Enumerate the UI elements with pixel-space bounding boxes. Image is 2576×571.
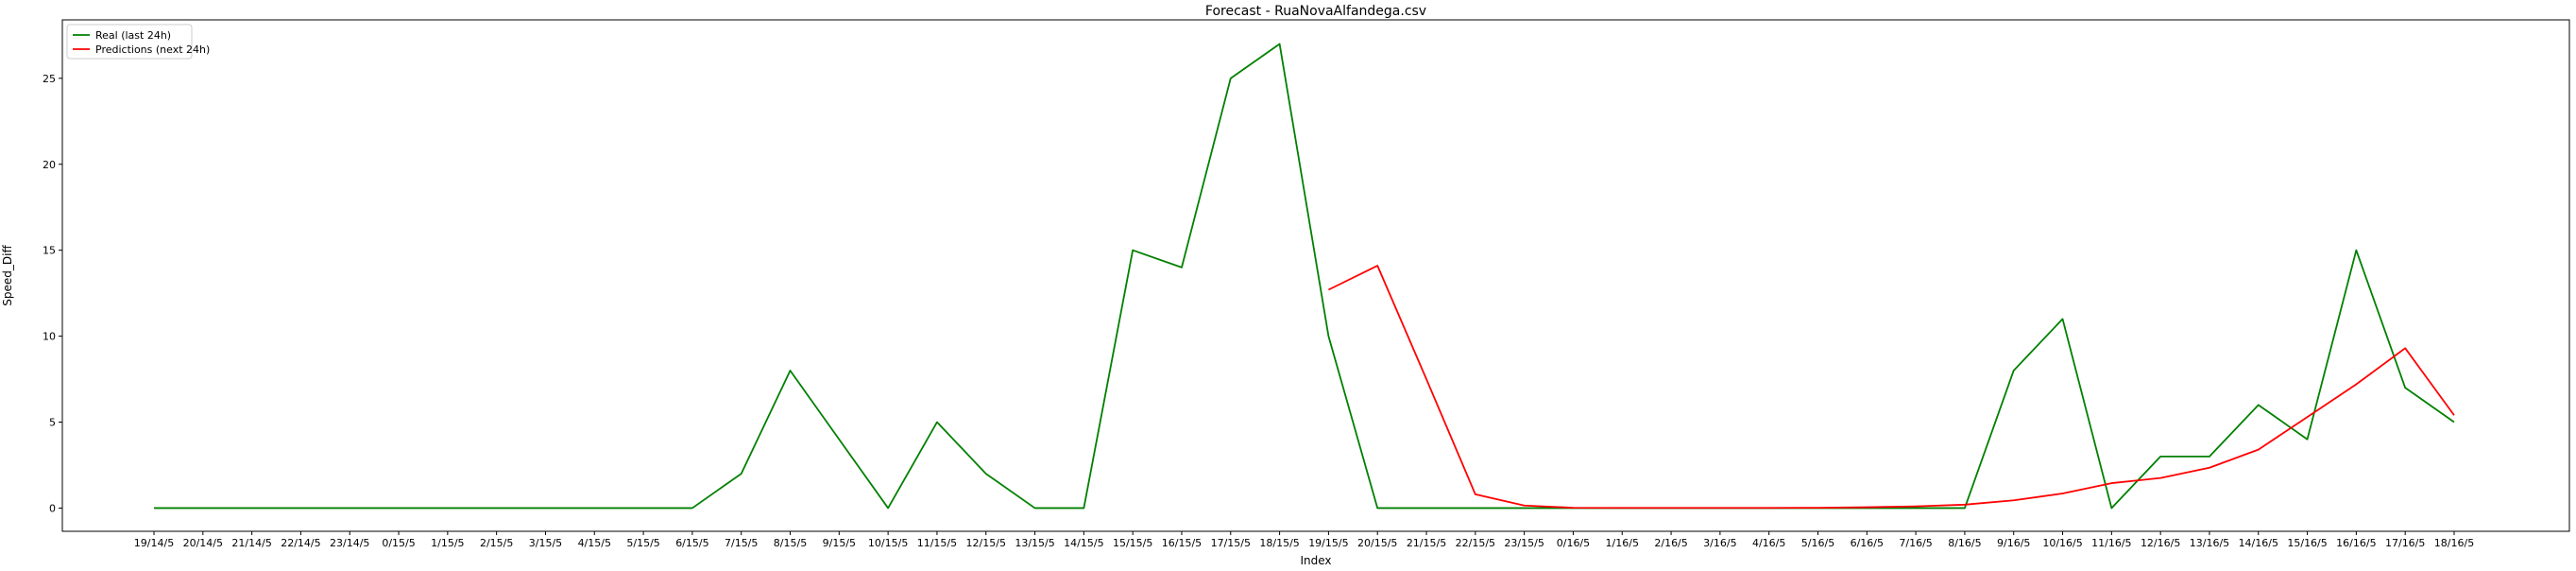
x-tick-label: 10/16/5 <box>2042 537 2082 549</box>
x-tick-label: 2/15/5 <box>480 537 513 549</box>
chart-title: Forecast - RuaNovaAlfandega.csv <box>1205 4 1426 19</box>
x-tick-label: 4/16/5 <box>1752 537 1785 549</box>
x-tick-label: 2/16/5 <box>1654 537 1687 549</box>
x-tick-label: 15/16/5 <box>2287 537 2327 549</box>
x-tick-label: 8/16/5 <box>1948 537 1981 549</box>
y-tick-label: 25 <box>43 73 56 85</box>
x-tick-label: 19/15/5 <box>1308 537 1348 549</box>
x-tick-label: 23/15/5 <box>1504 537 1544 549</box>
x-tick-label: 6/16/5 <box>1851 537 1884 549</box>
x-tick-label: 14/15/5 <box>1064 537 1103 549</box>
x-tick-label: 22/15/5 <box>1456 537 1495 549</box>
x-tick-label: 9/15/5 <box>823 537 856 549</box>
plot-frame <box>61 19 2570 532</box>
x-tick-label: 19/14/5 <box>134 537 174 549</box>
x-tick-label: 3/16/5 <box>1703 537 1736 549</box>
x-tick-label: 22/14/5 <box>281 537 320 549</box>
x-tick-label: 17/15/5 <box>1211 537 1251 549</box>
x-tick-label: 7/15/5 <box>725 537 758 549</box>
x-tick-label: 17/16/5 <box>2385 537 2425 549</box>
x-tick-label: 11/16/5 <box>2091 537 2131 549</box>
y-tick-label: 15 <box>43 245 56 257</box>
legend-entry: Real (last 24h) <box>95 29 171 42</box>
x-tick-label: 12/15/5 <box>966 537 1006 549</box>
legend-box <box>66 24 193 60</box>
x-tick-label: 13/16/5 <box>2190 537 2229 549</box>
series-line-1 <box>1328 265 2455 510</box>
x-tick-label: 5/15/5 <box>626 537 659 549</box>
x-tick-label: 7/16/5 <box>1899 537 1932 549</box>
series-line-0 <box>154 43 2455 510</box>
x-tick-label: 21/14/5 <box>231 537 271 549</box>
y-tick-label: 10 <box>43 331 56 343</box>
x-tick-label: 9/16/5 <box>1997 537 2030 549</box>
y-axis-label: Speed_Diff <box>1 245 14 306</box>
x-tick-label: 23/14/5 <box>330 537 369 549</box>
x-tick-label: 11/15/5 <box>917 537 957 549</box>
x-axis-label: Index <box>1300 554 1331 567</box>
y-tick-label: 0 <box>49 502 56 514</box>
x-tick-label: 20/15/5 <box>1357 537 1397 549</box>
x-tick-label: 15/15/5 <box>1113 537 1152 549</box>
x-tick-label: 0/16/5 <box>1557 537 1590 549</box>
legend: Real (last 24h)Predictions (next 24h) <box>66 24 210 60</box>
x-tick-label: 1/16/5 <box>1606 537 1639 549</box>
x-tick-label: 6/15/5 <box>675 537 708 549</box>
x-tick-label: 0/15/5 <box>382 537 415 549</box>
x-tick-label: 10/15/5 <box>868 537 908 549</box>
x-tick-label: 14/16/5 <box>2239 537 2278 549</box>
x-tick-label: 13/15/5 <box>1015 537 1054 549</box>
x-axis: 19/14/5 20/14/5 21/14/5 22/14/5 23/14/5 0/15/… <box>134 531 2474 549</box>
x-tick-label: 18/16/5 <box>2434 537 2474 549</box>
x-tick-label: 4/15/5 <box>578 537 611 549</box>
x-tick-label: 16/15/5 <box>1162 537 1202 549</box>
y-tick-label: 20 <box>43 159 56 171</box>
x-tick-label: 16/16/5 <box>2336 537 2376 549</box>
x-tick-label: 21/15/5 <box>1407 537 1446 549</box>
x-tick-label: 8/15/5 <box>774 537 807 549</box>
x-tick-label: 12/16/5 <box>2141 537 2180 549</box>
series-layer <box>154 43 2455 510</box>
legend-entry: Predictions (next 24h) <box>95 43 210 56</box>
x-tick-label: 5/16/5 <box>1801 537 1834 549</box>
x-tick-label: 3/15/5 <box>529 537 562 549</box>
x-tick-label: 18/15/5 <box>1259 537 1299 549</box>
x-tick-label: 1/15/5 <box>431 537 464 549</box>
y-tick-label: 5 <box>49 417 56 429</box>
x-tick-label: 20/14/5 <box>183 537 223 549</box>
y-axis: 0 5 10 15 20 25 <box>43 73 62 514</box>
